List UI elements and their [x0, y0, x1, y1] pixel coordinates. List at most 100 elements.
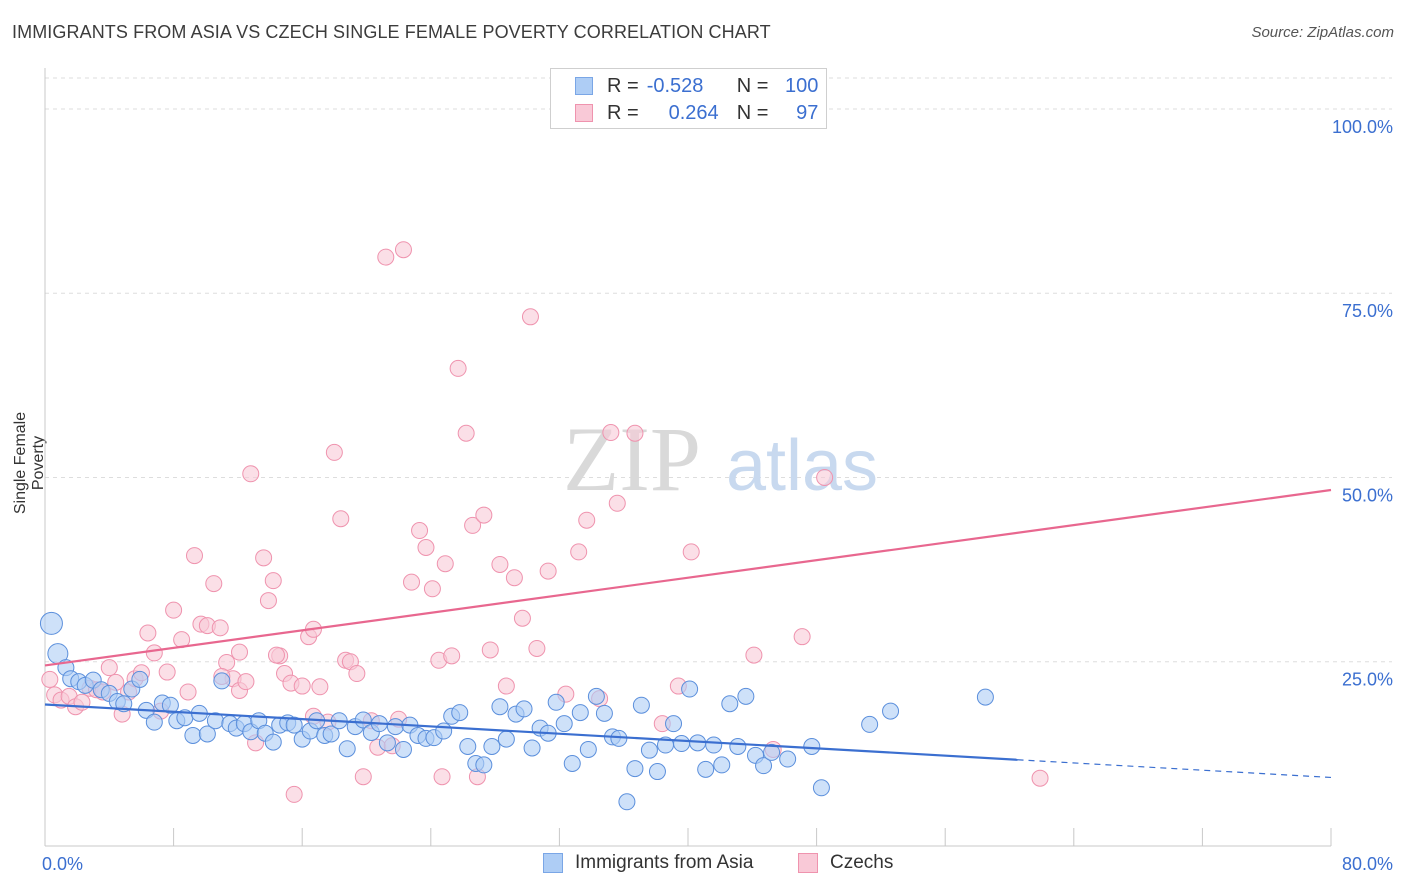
data-point-asia: [491, 698, 509, 716]
legend-row-asia: R = -0.528 N = 100: [575, 74, 818, 98]
data-point-asia: [338, 740, 356, 758]
data-point-czechs: [231, 643, 249, 661]
legend-item-czechs[interactable]: Czechs: [798, 852, 893, 874]
legend-item-asia[interactable]: Immigrants from Asia: [543, 852, 753, 874]
data-point-czechs: [259, 592, 277, 610]
data-point-czechs: [354, 768, 372, 786]
data-point-czechs: [793, 628, 811, 646]
data-point-czechs: [411, 522, 429, 540]
correlation-legend: R = -0.528 N = 100 R = 0.264 N = 97: [550, 68, 827, 129]
trend-lines: [44, 488, 1332, 779]
data-point-asia: [648, 763, 666, 781]
legend-n-value: 97: [796, 101, 819, 124]
data-point-czechs: [475, 506, 493, 524]
data-point-czechs: [816, 468, 834, 486]
data-point-czechs: [449, 359, 467, 377]
data-point-czechs: [185, 547, 203, 565]
data-point-czechs: [1031, 769, 1049, 787]
data-point-czechs: [608, 494, 626, 512]
data-point-czechs: [505, 569, 523, 587]
data-point-asia: [451, 704, 469, 722]
data-point-asia: [673, 735, 691, 753]
data-point-czechs: [457, 424, 475, 442]
data-point-asia: [618, 793, 636, 811]
data-point-asia: [394, 740, 412, 758]
data-point-czechs: [423, 580, 441, 598]
data-point-asia: [547, 693, 565, 711]
data-point-czechs: [521, 308, 539, 326]
data-point-asia: [515, 700, 533, 718]
data-point-czechs: [417, 538, 435, 556]
data-point-asia: [571, 704, 589, 722]
data-point-czechs: [443, 647, 461, 665]
data-point-asia: [322, 725, 340, 743]
data-point-asia: [763, 743, 781, 761]
data-point-asia: [145, 713, 163, 731]
legend-r-label: R =: [607, 101, 639, 124]
legend-r-value: -0.528: [646, 74, 704, 97]
data-point-asia: [285, 716, 303, 734]
data-point-czechs: [285, 785, 303, 803]
legend-label-asia: Immigrants from Asia: [575, 852, 754, 873]
data-point-asia: [523, 739, 541, 757]
data-point-asia: [587, 687, 605, 705]
data-point-asia: [779, 750, 797, 768]
data-point-czechs: [481, 641, 499, 659]
data-point-asia: [579, 740, 597, 758]
legend-n-label: N =: [736, 74, 769, 97]
data-point-czechs: [211, 619, 229, 637]
data-point-asia: [861, 715, 879, 733]
data-point-czechs: [578, 511, 596, 529]
data-point-asia: [386, 718, 404, 736]
data-point-czechs: [242, 465, 260, 483]
data-point-czechs: [145, 644, 163, 662]
watermark-zip: ZIP: [563, 408, 701, 510]
data-point-czechs: [255, 549, 273, 567]
data-point-asia: [555, 715, 573, 733]
y-tick-label: 75.0%: [1342, 301, 1393, 321]
legend-row-czechs: R = 0.264 N = 97: [575, 101, 818, 125]
data-point-czechs: [539, 562, 557, 580]
y-tick-label: 25.0%: [1342, 670, 1393, 690]
data-point-asia: [681, 680, 699, 698]
data-point-czechs: [497, 677, 515, 695]
x-tick-label: 80.0%: [1342, 854, 1393, 874]
data-point-czechs: [100, 659, 118, 677]
data-point-asia: [729, 737, 747, 755]
asia-points: [39, 611, 994, 811]
data-point-asia: [705, 736, 723, 754]
data-point-czechs: [433, 768, 451, 786]
data-point-czechs: [41, 670, 59, 688]
data-point-czechs: [158, 663, 176, 681]
legend-swatch-czechs: [798, 853, 818, 873]
legend-swatch-czechs: [575, 104, 593, 122]
series-legend: Immigrants from Asia Czechs: [0, 852, 1406, 876]
data-point-czechs: [293, 677, 311, 695]
data-point-czechs: [205, 575, 223, 593]
y-tick-label: 50.0%: [1342, 485, 1393, 505]
legend-r-value: 0.264: [668, 101, 719, 124]
data-point-asia: [737, 687, 755, 705]
data-point-asia: [483, 737, 501, 755]
trend-line-czechs: [44, 488, 1332, 667]
data-point-asia: [161, 696, 179, 714]
data-point-czechs: [267, 646, 285, 664]
legend-swatch-asia: [575, 77, 593, 95]
trend-line-asia: [44, 703, 1018, 761]
chart-title: IMMIGRANTS FROM ASIA VS CZECH SINGLE FEM…: [12, 22, 771, 42]
data-point-czechs: [745, 646, 763, 664]
watermark: ZIP atlas: [563, 408, 878, 510]
data-point-czechs: [179, 683, 197, 701]
data-point-czechs: [491, 555, 509, 573]
data-point-asia: [213, 672, 231, 690]
data-point-asia: [713, 756, 731, 774]
data-point-asia: [632, 696, 650, 714]
data-point-czechs: [682, 543, 700, 561]
data-point-asia: [803, 737, 821, 755]
data-point-asia: [497, 730, 515, 748]
data-point-asia: [131, 670, 149, 688]
legend-swatch-asia: [543, 853, 563, 873]
data-point-czechs: [325, 443, 343, 461]
data-point-czechs: [348, 665, 366, 683]
